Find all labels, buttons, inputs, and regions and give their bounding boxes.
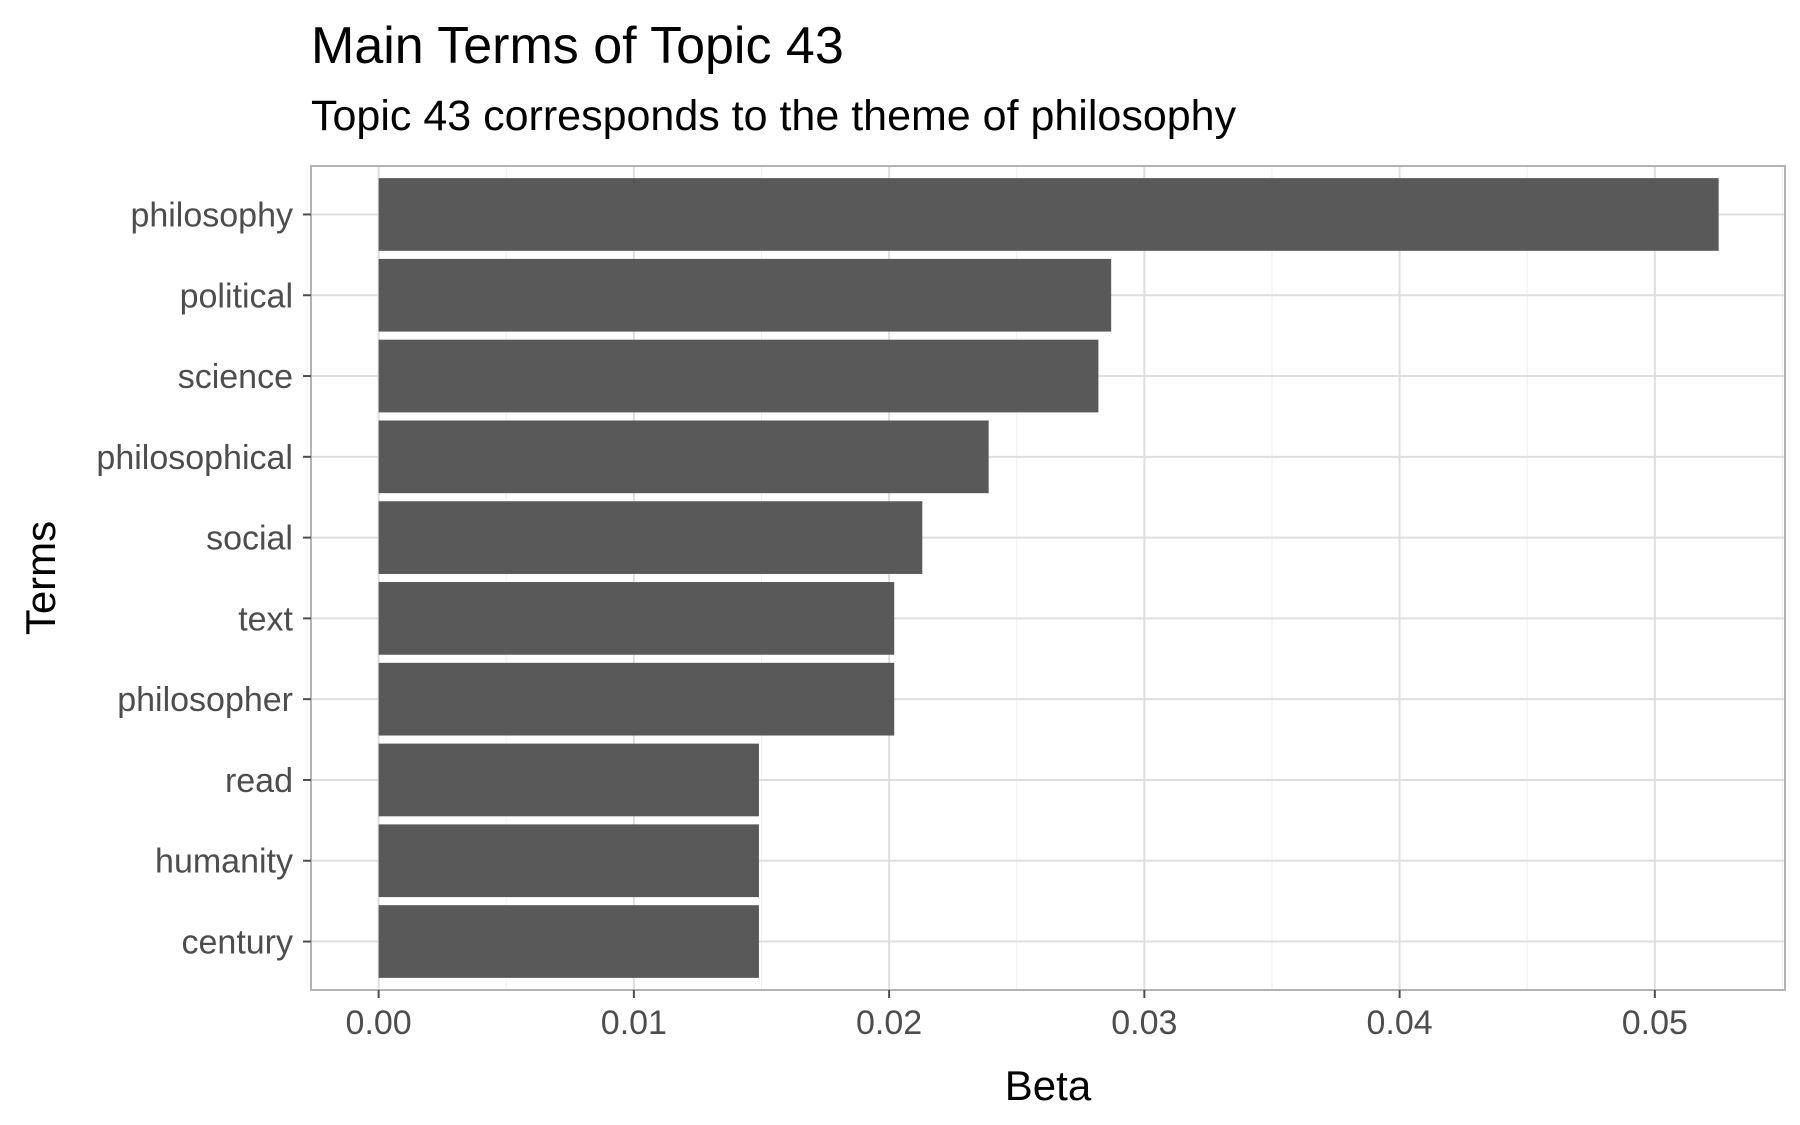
bar-social <box>378 501 923 574</box>
x-tick-label: 0.03 <box>1111 1004 1177 1042</box>
y-tick-label-century: century <box>182 924 294 962</box>
y-tick-label-philosophical: philosophical <box>96 439 293 477</box>
y-axis-title: Terms <box>17 521 64 635</box>
y-tick-label-social: social <box>206 520 293 558</box>
x-axis-title: Beta <box>1005 1062 1092 1109</box>
bar-text <box>378 582 895 655</box>
chart-title: Main Terms of Topic 43 <box>311 17 844 75</box>
y-tick-label-text: text <box>238 600 293 638</box>
x-axis-ticks: 0.00 0.01 0.02 0.03 0.04 0.05 <box>346 990 1688 1042</box>
bars <box>378 178 1719 978</box>
chart-subtitle: Topic 43 corresponds to the theme of phi… <box>311 92 1237 140</box>
x-tick-label: 0.04 <box>1366 1004 1432 1042</box>
y-tick-label-philosophy: philosophy <box>130 196 293 234</box>
bar-humanity <box>378 824 759 898</box>
y-tick-label-science: science <box>178 358 293 396</box>
bar-century <box>378 905 759 978</box>
panel-border <box>310 165 1786 991</box>
x-tick-label: 0.02 <box>856 1004 922 1042</box>
y-tick-label-read: read <box>225 762 293 800</box>
x-tick-label: 0.01 <box>601 1004 667 1042</box>
x-tick-label: 0.00 <box>346 1004 412 1042</box>
bar-philosophy <box>378 178 1719 251</box>
y-tick-label-political: political <box>180 277 293 315</box>
y-axis-ticks: philosophy political science philosophical s… <box>96 196 311 962</box>
bar-science <box>378 339 1099 413</box>
x-tick-label: 0.05 <box>1622 1004 1688 1042</box>
bar-read <box>378 743 759 817</box>
y-tick-label-philosopher: philosopher <box>117 681 293 719</box>
bar-philosophical <box>378 420 989 494</box>
bar-political <box>378 258 1112 332</box>
bar-philosopher <box>378 662 895 736</box>
y-tick-label-humanity: humanity <box>155 843 293 881</box>
